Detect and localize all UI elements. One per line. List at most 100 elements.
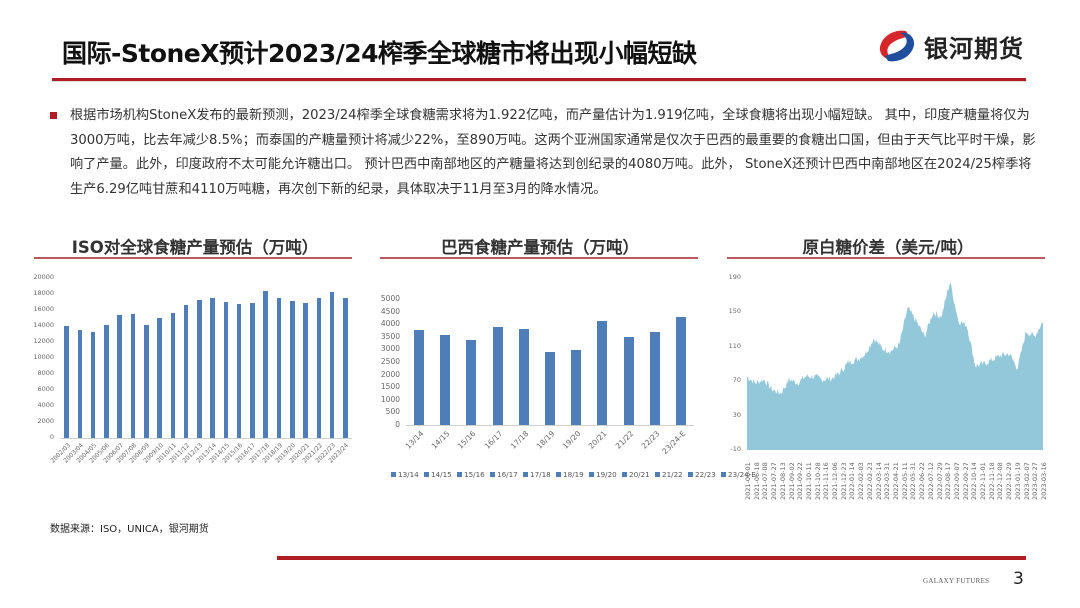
x-tick-label: 2022-05-11	[900, 462, 909, 500]
summary-text: 根据市场机构StoneX发布的最新预测，2023/24榨季全球食糖需求将为1.9…	[70, 108, 1036, 197]
chart-brazil-divider	[380, 257, 698, 259]
legend-swatch-icon	[655, 472, 660, 477]
legend-label: 17/18	[530, 470, 553, 479]
data-bar	[130, 314, 136, 438]
y-tick-label: 4500	[380, 306, 400, 316]
x-tick-label: 2022-12-08	[996, 462, 1005, 500]
x-tick-label: 2021-06-01	[744, 462, 752, 500]
data-bar	[117, 314, 122, 438]
data-bar	[183, 305, 189, 438]
x-tick-label: 2022-02-03	[857, 462, 866, 500]
y-tick-label: 5000	[380, 294, 400, 303]
data-bar	[597, 320, 608, 425]
legend-swatch-icon	[589, 472, 594, 477]
y-tick-label: 14000	[33, 321, 54, 329]
y-tick-label: 500	[385, 407, 400, 417]
y-tick-label: 12000	[33, 337, 54, 345]
data-bar	[263, 290, 268, 438]
footer-divider	[277, 556, 1026, 560]
legend-label: 21/22	[662, 470, 685, 479]
x-tick-label: 2021-08-13	[778, 462, 787, 500]
data-bar	[290, 301, 295, 438]
x-tick-label: 2021-09-22	[796, 462, 805, 500]
legend-swatch-icon	[424, 472, 429, 477]
y-tick-label: 0	[49, 433, 54, 441]
chart-iso-title: ISO对全球食糖产量预估（万吨）	[71, 238, 319, 257]
logo-text: 银河期货	[924, 34, 1024, 63]
legend-swatch-icon	[622, 472, 627, 477]
page-number: 3	[1013, 569, 1024, 589]
bullet-square-icon	[50, 112, 57, 119]
x-tick-label: 2022-04-21	[892, 462, 900, 500]
area-series	[747, 283, 1043, 450]
legend-swatch-icon	[688, 472, 693, 477]
y-tick-label: 110	[728, 341, 741, 350]
x-tick-label: 2022-03-31	[883, 462, 892, 500]
y-tick-label: 4000	[380, 319, 400, 329]
data-bar	[64, 326, 69, 438]
y-tick-label: 6000	[37, 385, 54, 393]
x-axis-line	[60, 438, 352, 439]
data-bar	[303, 302, 308, 438]
data-bar	[466, 340, 477, 425]
x-tick-label: 2021-10-11	[804, 462, 813, 500]
y-tick-label: 10000	[33, 353, 54, 361]
x-tick-label: 2022-09-27	[961, 462, 970, 500]
data-bar	[440, 335, 451, 425]
legend-label: 20/21	[629, 470, 652, 479]
header-divider	[52, 78, 1026, 82]
data-bar	[545, 352, 555, 425]
chart-brazil-title: 巴西食糖产量预估（万吨）	[441, 238, 639, 257]
data-bar	[77, 330, 83, 438]
galaxy-logo-icon	[879, 30, 915, 62]
data-source-note: 数据来源：ISO，UNICA，银河期货	[50, 524, 209, 535]
x-tick-label: 2021-12-23	[839, 462, 848, 500]
legend-label: 15/16	[464, 470, 487, 479]
footer-brand: GALAXY FUTURES	[923, 577, 990, 585]
x-tick-label: 2021-07-08	[761, 462, 770, 500]
x-tick-label: 2022-07-12	[926, 462, 935, 500]
x-tick-label: 2023-02-27	[1031, 462, 1040, 500]
data-bar	[623, 336, 634, 425]
data-bar	[157, 318, 162, 438]
data-bar	[276, 298, 282, 438]
chart-spread-title: 原白糖价差（美元/吨）	[802, 238, 974, 257]
x-tick-label: 2021-12-06	[831, 462, 840, 500]
legend-label: 13/14	[398, 470, 421, 479]
y-tick-label: 0	[395, 420, 400, 429]
x-tick-label: 2022-07-29	[935, 462, 944, 500]
y-tick-label: 18000	[33, 289, 54, 297]
data-bar	[414, 329, 425, 425]
y-tick-label: 2500	[380, 357, 400, 366]
x-tick-label: 2022-11-01	[979, 462, 988, 500]
x-tick-label: 2023-03-16	[1040, 462, 1048, 500]
data-bar	[197, 299, 202, 438]
data-bar	[329, 292, 335, 438]
y-tick-label: -10	[730, 445, 741, 453]
y-tick-label: 2000	[37, 417, 54, 425]
data-bar	[316, 298, 322, 438]
chart-iso-divider	[34, 257, 352, 259]
data-bar	[223, 302, 229, 438]
legend-label: 16/17	[497, 470, 520, 479]
data-bar	[144, 325, 149, 438]
data-bar	[518, 329, 529, 425]
legend-swatch-icon	[457, 472, 462, 477]
legend-swatch-icon	[721, 472, 726, 477]
data-bar	[90, 331, 96, 438]
data-bar	[210, 298, 215, 438]
x-tick-label: 2022-08-17	[944, 462, 953, 500]
y-tick-label: 2000	[380, 369, 400, 379]
y-tick-label: 4000	[37, 401, 54, 409]
x-tick-label: 2023-02-07	[1022, 462, 1031, 500]
data-bar	[571, 350, 582, 425]
x-tick-label: 2022-09-07	[952, 462, 961, 500]
y-tick-label: 3500	[380, 331, 400, 341]
legend-label: 18/19	[563, 470, 586, 479]
legend-swatch-icon	[523, 472, 528, 477]
chart-spread-divider	[727, 257, 1045, 259]
data-bar	[236, 304, 242, 438]
data-bar	[170, 313, 176, 438]
y-tick-label: 1500	[380, 382, 400, 392]
x-tick-label: 2022-06-22	[918, 462, 927, 500]
